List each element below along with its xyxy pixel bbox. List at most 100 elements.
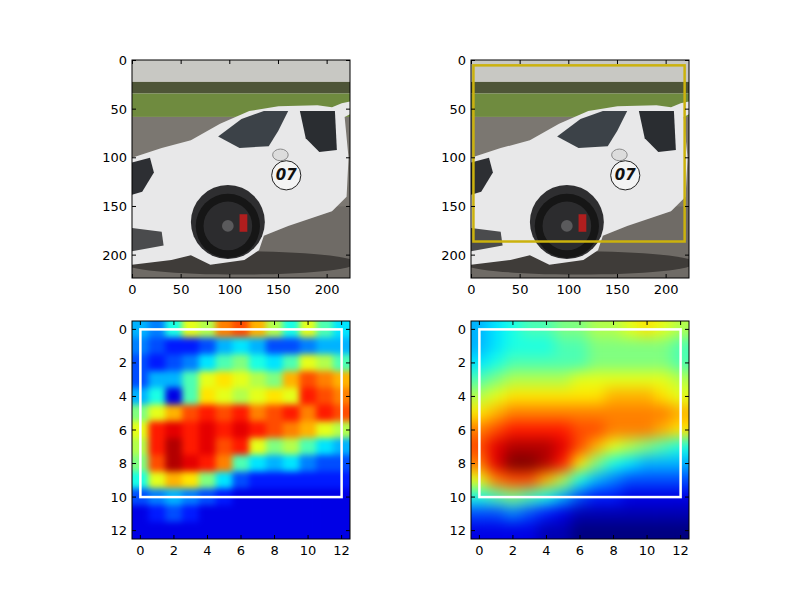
heatmap-cell <box>283 421 300 438</box>
x-tick <box>181 60 182 64</box>
y-tick <box>346 362 350 363</box>
y-tick <box>346 157 350 158</box>
y-tick <box>685 157 689 158</box>
y-tick <box>685 109 689 110</box>
heatmap-cell <box>182 421 199 438</box>
heatmap-cell <box>521 455 538 472</box>
heatmap-cell <box>521 505 538 522</box>
heatmap-cell <box>232 337 249 354</box>
y-tick-label: 12 <box>449 523 466 538</box>
heatmap-cell <box>316 472 333 489</box>
heatmap-cell <box>521 405 538 422</box>
heatmap-cell <box>299 522 316 539</box>
y-tick <box>471 206 475 207</box>
heatmap-cell <box>283 472 300 489</box>
heatmap-cell <box>521 472 538 489</box>
heatmap-cell <box>622 455 639 472</box>
heatmap-cell <box>182 337 199 354</box>
x-tick <box>580 321 581 325</box>
heatmap-cell <box>588 522 605 539</box>
heatmap-cell <box>538 405 555 422</box>
heatmap-cell <box>266 371 283 388</box>
heatmap-cell <box>672 522 689 539</box>
y-tick <box>471 430 475 431</box>
heatmap-cell <box>487 371 504 388</box>
heatmap-cell <box>504 388 521 405</box>
heatmap-cell <box>316 337 333 354</box>
heatmap-cell <box>182 505 199 522</box>
heatmap-cell <box>655 455 672 472</box>
x-tick <box>241 535 242 539</box>
wheel-arch <box>191 185 265 259</box>
x-tick <box>327 274 328 278</box>
heatmap-cell <box>165 405 182 422</box>
y-tick-label: 50 <box>110 102 127 117</box>
heatmap-cell <box>232 405 249 422</box>
x-tick <box>512 535 513 539</box>
heatmap-cell <box>487 505 504 522</box>
y-tick-label: 8 <box>119 456 127 471</box>
heatmap-cell <box>199 337 216 354</box>
heatmap-cell <box>622 438 639 455</box>
x-tick <box>613 535 614 539</box>
x-tick <box>308 535 309 539</box>
heatmap-cell <box>588 455 605 472</box>
heatmap-cell <box>232 522 249 539</box>
heatmap-cells <box>471 321 689 539</box>
x-tick-label: 0 <box>136 543 144 558</box>
y-tick <box>132 255 136 256</box>
x-tick <box>274 321 275 325</box>
heatmap-cell <box>199 438 216 455</box>
heatmap-cell <box>571 472 588 489</box>
heatmap-cell <box>266 522 283 539</box>
heatmap-cell <box>165 455 182 472</box>
y-tick <box>685 60 689 61</box>
front-intake <box>132 228 164 251</box>
heatmap-cell <box>622 505 639 522</box>
x-tick <box>308 321 309 325</box>
heatmap-cell <box>148 522 165 539</box>
y-tick <box>132 109 136 110</box>
heatmap-cell <box>199 421 216 438</box>
x-tick <box>241 321 242 325</box>
x-tick <box>568 274 569 278</box>
heatmap-cell <box>571 522 588 539</box>
y-tick <box>471 60 475 61</box>
x-tick <box>229 60 230 64</box>
heatmap-cell <box>622 522 639 539</box>
axes-frame <box>471 321 689 539</box>
y-tick <box>346 530 350 531</box>
heatmap-cell <box>521 388 538 405</box>
y-tick-label: 6 <box>119 423 127 438</box>
heatmap-cell <box>538 388 555 405</box>
heatmap-cell <box>504 421 521 438</box>
heatmap-cell <box>216 472 233 489</box>
heatmap-cell <box>148 405 165 422</box>
heatmap-cell <box>299 505 316 522</box>
x-tick-label: 150 <box>605 282 630 297</box>
y-tick-label: 200 <box>441 248 466 263</box>
heatmap-cell <box>199 405 216 422</box>
heatmap-cell <box>504 371 521 388</box>
headlight <box>132 158 154 195</box>
heatmap-cell <box>638 371 655 388</box>
x-tick <box>278 274 279 278</box>
heatmap-cell <box>148 438 165 455</box>
heatmap-cell <box>316 455 333 472</box>
heatmap-cell <box>655 522 672 539</box>
y-tick <box>685 530 689 531</box>
heatmap-cell <box>638 505 655 522</box>
heatmap-cell <box>299 354 316 371</box>
heatmap-cell <box>555 405 572 422</box>
heatmap-cell <box>249 337 266 354</box>
y-tick <box>132 157 136 158</box>
x-tick-label: 150 <box>266 282 291 297</box>
heatmap-cell <box>538 455 555 472</box>
tire <box>196 194 260 258</box>
y-tick <box>132 530 136 531</box>
heatmap-cell <box>638 522 655 539</box>
x-tick <box>647 321 648 325</box>
heatmap-cell <box>555 472 572 489</box>
tire <box>535 194 599 258</box>
heatmap-cell <box>299 337 316 354</box>
